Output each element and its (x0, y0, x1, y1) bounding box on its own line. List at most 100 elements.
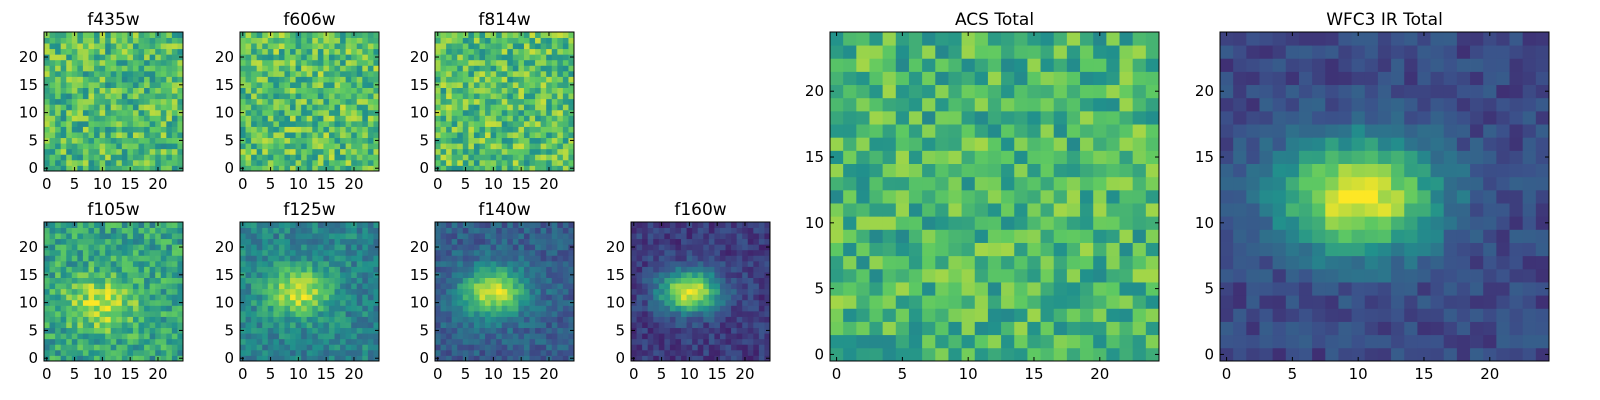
heatmap-cell (94, 115, 100, 122)
heatmap-cell (557, 244, 564, 251)
heatmap-cell (278, 70, 285, 77)
heatmap-cell (127, 148, 134, 155)
heatmap-cell (301, 233, 308, 240)
heatmap-cell (340, 43, 347, 50)
heatmap-cell (367, 283, 374, 290)
heatmap-cell (507, 355, 514, 362)
heatmap-cell (446, 277, 453, 284)
heatmap-cell (60, 148, 67, 155)
heatmap-cell (262, 244, 269, 251)
heatmap-cell (895, 255, 910, 270)
heatmap-cell (138, 255, 145, 262)
heatmap-cell (468, 154, 475, 161)
heatmap-cell (747, 299, 754, 306)
heatmap-cell (546, 37, 553, 44)
heatmap-cell (922, 150, 936, 164)
heatmap-cell (149, 93, 156, 100)
heatmap-cell (290, 299, 296, 306)
heatmap-cell (132, 310, 139, 317)
heatmap-cell (166, 165, 173, 172)
heatmap-cell (328, 165, 335, 172)
heatmap-cell (177, 322, 184, 329)
heatmap-cell (758, 327, 765, 334)
heatmap-cell (88, 104, 95, 111)
heatmap-cell (485, 255, 491, 262)
heatmap-cell (675, 272, 682, 278)
heatmap-cell (435, 70, 441, 77)
heatmap-cell (736, 277, 743, 284)
heatmap-cell (245, 355, 252, 362)
heatmap-cell (88, 227, 95, 234)
heatmap-cell (116, 294, 123, 301)
heatmap-cell (529, 244, 536, 251)
heatmap-cell (490, 349, 497, 356)
heatmap-cell (373, 48, 380, 55)
heatmap-cell (631, 238, 637, 245)
heatmap-cell (138, 132, 145, 139)
heatmap-cell (367, 143, 374, 150)
heatmap-cell (725, 260, 732, 267)
heatmap-cell (501, 48, 508, 55)
heatmap-cell (935, 334, 949, 349)
heatmap-cell (132, 137, 139, 144)
heatmap-cell (523, 266, 530, 273)
heatmap-cell (631, 338, 637, 345)
heatmap-cell (328, 132, 335, 139)
heatmap-cell (697, 355, 704, 362)
heatmap-cell (177, 294, 184, 301)
heatmap-cell (312, 260, 319, 267)
heatmap-cell (317, 126, 324, 133)
heatmap-cell (149, 70, 156, 77)
heatmap-cell (457, 355, 464, 362)
heatmap-cell (328, 137, 335, 144)
heatmap-cell (362, 76, 369, 83)
heatmap-cell (160, 37, 167, 44)
heatmap-cell (523, 294, 530, 301)
heatmap-cell (753, 249, 760, 256)
heatmap-cell (446, 222, 453, 228)
heatmap-cell (66, 159, 73, 166)
heatmap-cell (240, 316, 246, 323)
heatmap-cell (496, 227, 503, 234)
heatmap-cell (367, 305, 374, 312)
heatmap-cell (105, 283, 112, 290)
heatmap-cell (669, 294, 676, 301)
heatmap-cell (306, 316, 313, 323)
heatmap-cell (356, 233, 363, 240)
heatmap-cell (843, 321, 857, 336)
heatmap-cell (568, 98, 575, 105)
heatmap-cell (251, 104, 258, 111)
heatmap-cell (1093, 295, 1107, 309)
heatmap-cell (267, 277, 274, 284)
heatmap-cell (356, 294, 363, 301)
heatmap-cell (284, 355, 291, 362)
heatmap-cell (1014, 321, 1028, 336)
heatmap-cell (736, 299, 743, 306)
heatmap-cell (166, 322, 173, 329)
heatmap-cell (435, 115, 441, 122)
heatmap-cell (328, 266, 335, 273)
heatmap-cell (149, 143, 156, 150)
heatmap-cell (251, 143, 258, 150)
heatmap-cell (82, 148, 89, 155)
heatmap-cell (529, 277, 536, 284)
heatmap-cell (664, 260, 671, 267)
heatmap-cell (105, 48, 112, 55)
heatmap-cell (177, 37, 184, 44)
heatmap-cell (512, 294, 519, 301)
heatmap-cell (719, 322, 726, 329)
heatmap-cell (446, 104, 453, 111)
heatmap-cell (636, 305, 643, 312)
heatmap-cell (362, 249, 369, 256)
heatmap-cell (523, 159, 530, 166)
heatmap-cell (306, 310, 313, 317)
heatmap-cell (922, 308, 936, 322)
heatmap-cell (71, 277, 78, 284)
heatmap-cell (256, 109, 263, 116)
heatmap-cell (440, 233, 447, 240)
heatmap-cell (1132, 255, 1147, 270)
heatmap-cell (562, 288, 569, 295)
heatmap-cell (94, 355, 100, 362)
heatmap-cell (290, 104, 296, 111)
heatmap-cell (373, 132, 380, 139)
